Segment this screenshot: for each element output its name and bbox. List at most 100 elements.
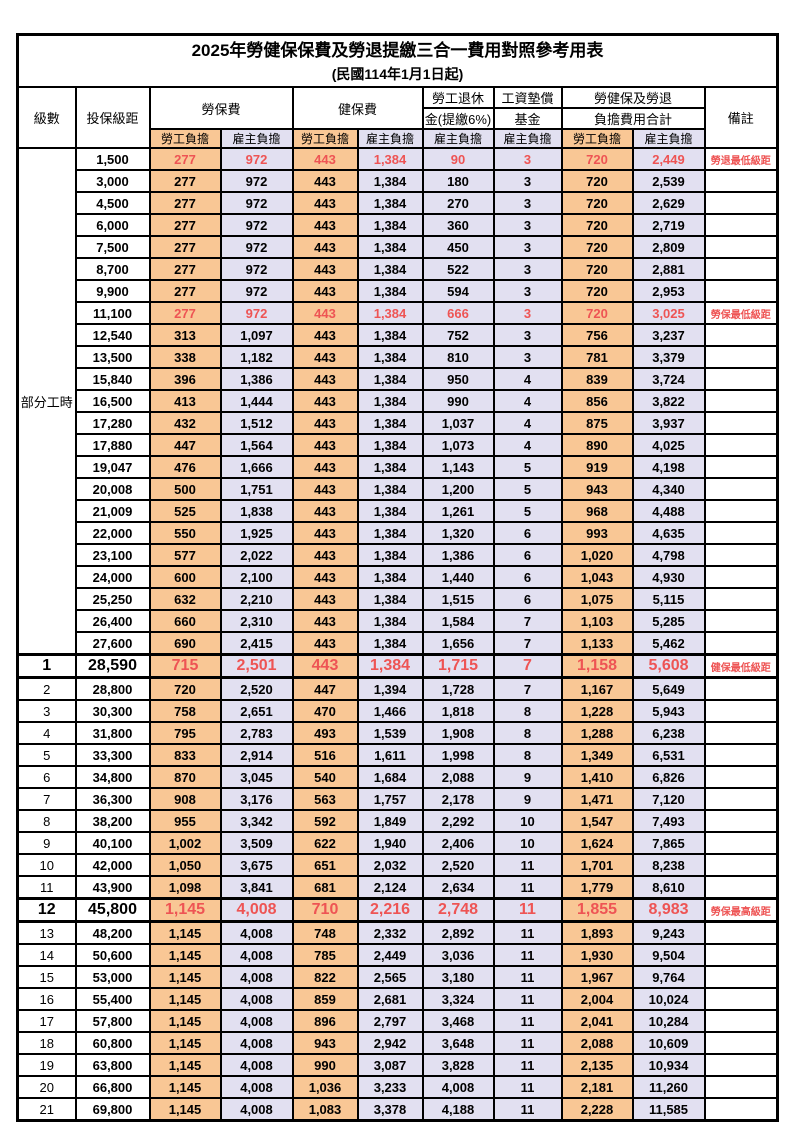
value-cell: 10 — [492, 809, 563, 833]
value-cell: 11 — [492, 1053, 563, 1077]
value-cell: 277 — [148, 257, 222, 281]
value-cell: 632 — [148, 587, 222, 611]
remark-cell — [703, 765, 779, 789]
value-cell: 3,176 — [219, 787, 294, 811]
value-cell: 550 — [148, 521, 222, 545]
value-cell: 3,648 — [421, 1031, 495, 1055]
table-row: 6,000 277 972 443 1,384 360 3 720 2,719 — [18, 213, 779, 237]
value-cell: 443 — [291, 345, 359, 369]
table-row: 11 43,900 1,098 3,841 681 2,124 2,634 11 1,779 8,… — [16, 875, 779, 900]
remark-cell — [703, 920, 779, 945]
value-cell: 756 — [560, 323, 634, 347]
table-row: 7 36,300 908 3,176 563 1,757 2,178 9 1,471 7,120 — [16, 787, 779, 811]
value-cell: 890 — [560, 433, 634, 457]
level-cell: 20 — [16, 1075, 77, 1099]
value-cell: 4,188 — [421, 1097, 495, 1122]
value-cell: 11,260 — [631, 1075, 706, 1099]
remark-cell — [703, 477, 779, 501]
value-cell: 8,238 — [631, 853, 706, 877]
value-cell: 413 — [148, 389, 222, 413]
value-cell: 1,384 — [356, 609, 424, 633]
value-cell: 972 — [219, 213, 294, 237]
value-cell: 3,509 — [219, 831, 294, 855]
bracket-cell: 69,800 — [74, 1097, 151, 1122]
table-row: 12,540 313 1,097 443 1,384 752 3 756 3,237 — [18, 323, 779, 347]
level-cell: 11 — [16, 875, 77, 900]
value-cell: 9 — [492, 765, 563, 789]
table-row: 17,880 447 1,564 443 1,384 1,073 4 890 4,025 — [18, 433, 779, 457]
value-cell: 2,797 — [356, 1009, 424, 1033]
value-cell: 6 — [492, 543, 563, 567]
value-cell: 720 — [560, 147, 634, 171]
value-cell: 1,410 — [560, 765, 634, 789]
table-row: 14 50,600 1,145 4,008 785 2,449 3,036 11 1,930 9,… — [16, 943, 779, 967]
level-cell: 14 — [16, 943, 77, 967]
value-cell: 993 — [560, 521, 634, 545]
value-cell: 493 — [291, 721, 359, 745]
bracket-cell: 19,047 — [74, 455, 151, 479]
value-cell: 3,828 — [421, 1053, 495, 1077]
value-cell: 1,818 — [421, 699, 495, 723]
level-cell: 3 — [16, 699, 77, 723]
value-cell: 715 — [148, 653, 222, 679]
remark-cell: 健保最低級距 — [703, 653, 779, 679]
remark-cell — [703, 787, 779, 811]
value-cell: 1,998 — [421, 743, 495, 767]
value-cell: 1,037 — [421, 411, 495, 435]
value-cell: 5 — [492, 455, 563, 479]
bracket-cell: 17,280 — [74, 411, 151, 435]
value-cell: 1,097 — [219, 323, 294, 347]
value-cell: 10,284 — [631, 1009, 706, 1033]
value-cell: 752 — [421, 323, 495, 347]
table-title-block: 2025年勞健保保費及勞退提繳三合一費用對照參考用表 (民國114年1月1日起) — [16, 33, 779, 88]
bracket-cell: 42,000 — [74, 853, 151, 877]
value-cell: 1,145 — [148, 1009, 222, 1033]
value-cell: 5,285 — [631, 609, 706, 633]
value-cell: 6 — [492, 521, 563, 545]
value-cell: 1,349 — [560, 743, 634, 767]
col-header-pension-line2: 金(提繳6%) — [421, 107, 495, 130]
bracket-cell: 1,500 — [74, 147, 151, 171]
value-cell: 360 — [421, 213, 495, 237]
col-header-level: 級數 — [16, 86, 77, 149]
bracket-cell: 15,840 — [74, 367, 151, 391]
table-body: 部分工時 1,500 277 972 443 1,384 90 3 720 2,449 勞退最低級距… — [16, 147, 779, 1122]
value-cell: 720 — [560, 301, 634, 325]
value-cell: 3 — [492, 169, 563, 193]
value-cell: 443 — [291, 521, 359, 545]
value-cell: 443 — [291, 191, 359, 215]
value-cell: 1,967 — [560, 965, 634, 989]
remark-cell — [703, 323, 779, 347]
col-header-total-line2: 負擔費用合計 — [560, 107, 706, 130]
remark-cell — [703, 455, 779, 479]
value-cell: 443 — [291, 279, 359, 303]
value-cell: 1,384 — [356, 235, 424, 259]
value-cell: 1,133 — [560, 631, 634, 656]
value-cell: 525 — [148, 499, 222, 523]
value-cell: 1,940 — [356, 831, 424, 855]
bracket-cell: 9,900 — [74, 279, 151, 303]
value-cell: 470 — [291, 699, 359, 723]
level-cell: 13 — [16, 920, 77, 945]
bracket-cell: 57,800 — [74, 1009, 151, 1033]
value-cell: 2,892 — [421, 920, 495, 945]
value-cell: 2,449 — [631, 147, 706, 171]
value-cell: 3,379 — [631, 345, 706, 369]
remark-cell — [703, 499, 779, 523]
table-row: 16 55,400 1,145 4,008 859 2,681 3,324 11 2,004 10… — [16, 987, 779, 1011]
value-cell: 522 — [421, 257, 495, 281]
value-cell: 1,384 — [356, 345, 424, 369]
value-cell: 972 — [219, 301, 294, 325]
value-cell: 1,539 — [356, 721, 424, 745]
remark-cell — [703, 587, 779, 611]
value-cell: 1,384 — [356, 455, 424, 479]
table-row: 4 31,800 795 2,783 493 1,539 1,908 8 1,288 6,238 — [16, 721, 779, 745]
col-header-wage-fund-line2: 基金 — [492, 107, 563, 130]
value-cell: 1,073 — [421, 433, 495, 457]
table-row: 24,000 600 2,100 443 1,384 1,440 6 1,043 4,930 — [18, 565, 779, 589]
value-cell: 1,384 — [356, 631, 424, 656]
value-cell: 720 — [560, 191, 634, 215]
value-cell: 1,666 — [219, 455, 294, 479]
value-cell: 1,466 — [356, 699, 424, 723]
value-cell: 943 — [560, 477, 634, 501]
